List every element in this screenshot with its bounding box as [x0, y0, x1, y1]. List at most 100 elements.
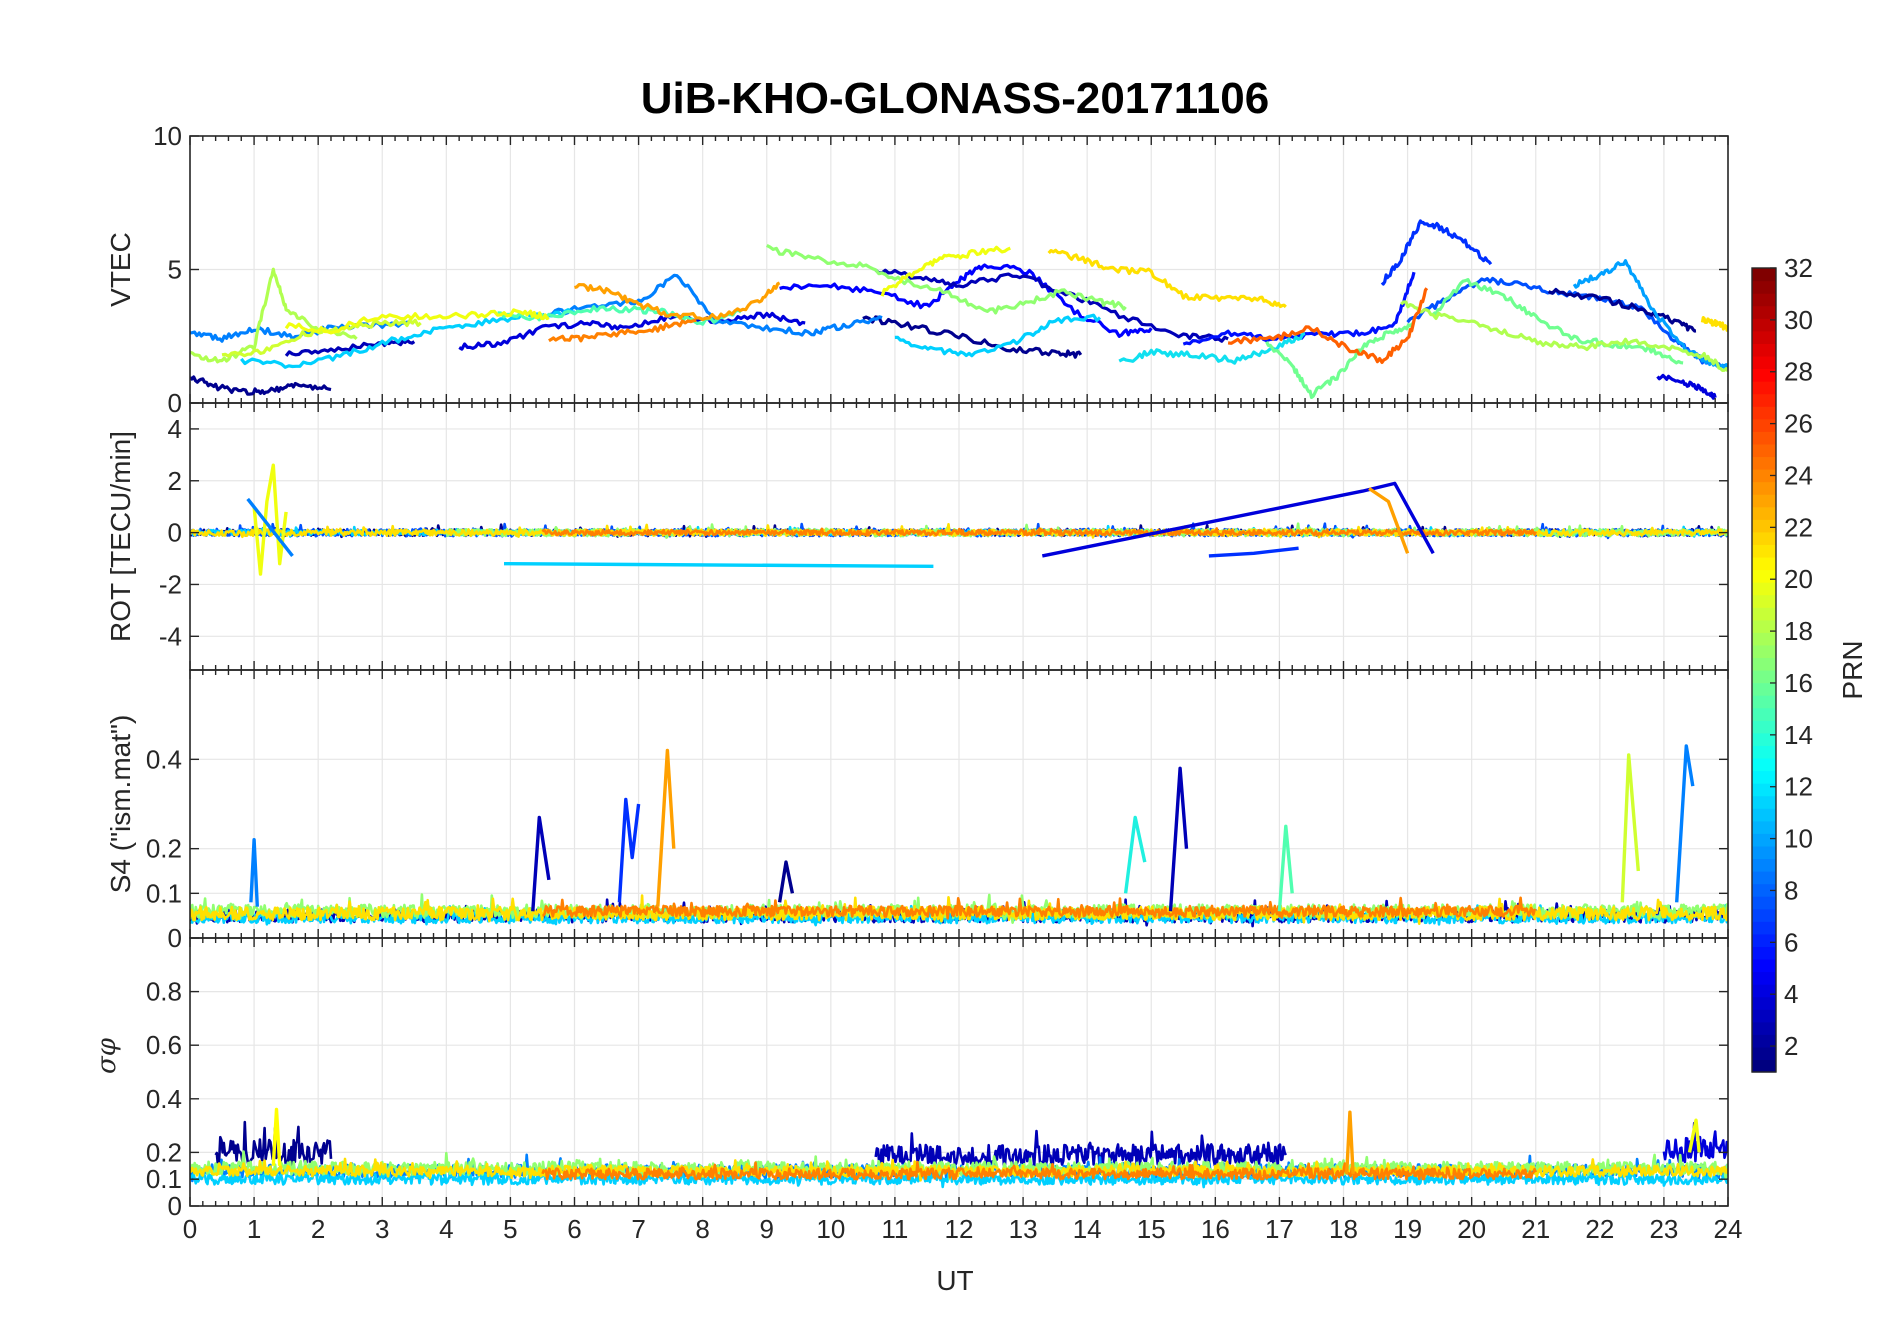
spike-trace [1277, 824, 1294, 912]
series-line [1572, 259, 1728, 369]
spike-trace [1345, 1110, 1355, 1174]
series-line [1431, 278, 1684, 365]
colorbar-segment [1752, 958, 1776, 973]
colorbar-tick-label: 26 [1784, 409, 1813, 439]
panel-data [190, 463, 1728, 576]
spike-trace [656, 748, 676, 907]
series-line [190, 375, 332, 396]
colorbar-tick-label: 28 [1784, 357, 1813, 387]
series-line [1656, 373, 1717, 400]
colorbar-tick-label: 20 [1784, 564, 1813, 594]
colorbar-segment [1752, 1021, 1776, 1035]
colorbar-segment [1752, 406, 1776, 420]
colorbar-segment [1752, 544, 1776, 558]
x-tick-label: 23 [1649, 1214, 1678, 1244]
series-line [766, 243, 1127, 315]
colorbar-segment [1752, 921, 1776, 935]
colorbar-tick-label: 18 [1784, 616, 1813, 646]
spike-trace [271, 1107, 282, 1166]
x-tick-label: 15 [1137, 1214, 1166, 1244]
colorbar-tick-label: 8 [1784, 875, 1798, 905]
colorbar-segment [1752, 732, 1776, 746]
y-tick-label: 10 [153, 121, 182, 151]
x-tick-label: 16 [1201, 1214, 1230, 1244]
y-tick-label: -2 [159, 569, 182, 599]
y-tick-label: 0 [168, 518, 182, 548]
colorbar-frame [1751, 267, 1777, 1073]
noise-trace [541, 1160, 1538, 1181]
colorbar-segment [1752, 393, 1776, 407]
x-tick-label: 11 [881, 1214, 908, 1244]
colorbar-segment [1752, 481, 1776, 495]
x-tick-label: 7 [631, 1214, 645, 1244]
x-tick-label: 19 [1393, 1214, 1422, 1244]
panel-data [190, 744, 1728, 928]
x-tick-label: 0 [183, 1214, 197, 1244]
colorbar-segment [1752, 984, 1776, 998]
x-tick-label: 1 [247, 1214, 261, 1244]
series-line [880, 245, 1011, 297]
y-tick-label: 0.8 [146, 977, 182, 1007]
x-tick-label: 5 [503, 1214, 517, 1244]
colorbar-segment [1752, 996, 1776, 1010]
colorbar-tick-label: 24 [1784, 460, 1813, 490]
series-line [1265, 321, 1415, 399]
x-tick-label: 9 [760, 1214, 774, 1244]
colorbar-label: PRN [1837, 640, 1868, 699]
series-line [874, 268, 1229, 343]
panel-3: 0 0.1 0.2 0.4 S4 ("ism.mat") [105, 669, 1729, 953]
x-tick-label: 22 [1585, 1214, 1614, 1244]
colorbar-tick-label: 6 [1784, 927, 1798, 957]
x-tick-label: 14 [1073, 1214, 1102, 1244]
colorbar-segment [1752, 443, 1776, 458]
colorbar-tick-label: 10 [1784, 824, 1813, 854]
colorbar-segment [1752, 820, 1776, 834]
series-line [1047, 248, 1287, 309]
x-tick-label: 8 [695, 1214, 709, 1244]
colorbar-segment [1752, 343, 1776, 357]
y-tick-label: 0.2 [146, 1137, 182, 1167]
colorbar-segment [1752, 845, 1776, 860]
colorbar-segment [1752, 971, 1776, 985]
colorbar-segment [1752, 783, 1776, 797]
colorbar-segment [1752, 431, 1776, 445]
colorbar-tick-label: 32 [1784, 253, 1813, 283]
colorbar-segment [1752, 318, 1776, 332]
y-axis-label: σφ [92, 1037, 122, 1074]
noise-trace [542, 896, 1537, 921]
spike-trace [531, 815, 551, 912]
y-tick-label: 0.1 [146, 1164, 182, 1194]
colorbar-segment [1752, 556, 1776, 571]
noise-trace [874, 1129, 1287, 1168]
colorbar-segment [1752, 280, 1776, 294]
panel-2: -4 -2 0 2 4 ROT [TECU/min] [105, 402, 1729, 671]
y-axis-label: ROT [TECU/min] [105, 431, 136, 642]
colorbar-segment [1752, 494, 1776, 508]
y-tick-label: 5 [168, 255, 182, 285]
spike-trace [1687, 1118, 1701, 1153]
series-line [497, 305, 743, 326]
spike-trace [1123, 815, 1147, 894]
colorbar-segment [1752, 268, 1776, 282]
spike-trace [503, 562, 934, 568]
y-tick-label: 4 [168, 414, 182, 444]
colorbar-segment [1752, 619, 1776, 633]
panel-data [190, 1107, 1728, 1189]
colorbar-segment [1752, 858, 1776, 872]
colorbar-segment [1752, 833, 1776, 847]
colorbar-segment [1752, 707, 1776, 721]
series-line [862, 315, 1083, 359]
y-tick-label: 0.2 [146, 834, 182, 864]
spike-trace [1368, 487, 1410, 554]
colorbar-segment [1752, 355, 1776, 370]
x-tick-label: 13 [1009, 1214, 1038, 1244]
colorbar-tick-label: 2 [1784, 1031, 1798, 1061]
x-tick-label: 3 [375, 1214, 389, 1244]
series-line [1118, 332, 1306, 365]
x-tick-label: 10 [816, 1214, 845, 1244]
spike-trace [252, 463, 288, 576]
colorbar-segment [1752, 506, 1776, 520]
colorbar-segment [1752, 670, 1776, 684]
